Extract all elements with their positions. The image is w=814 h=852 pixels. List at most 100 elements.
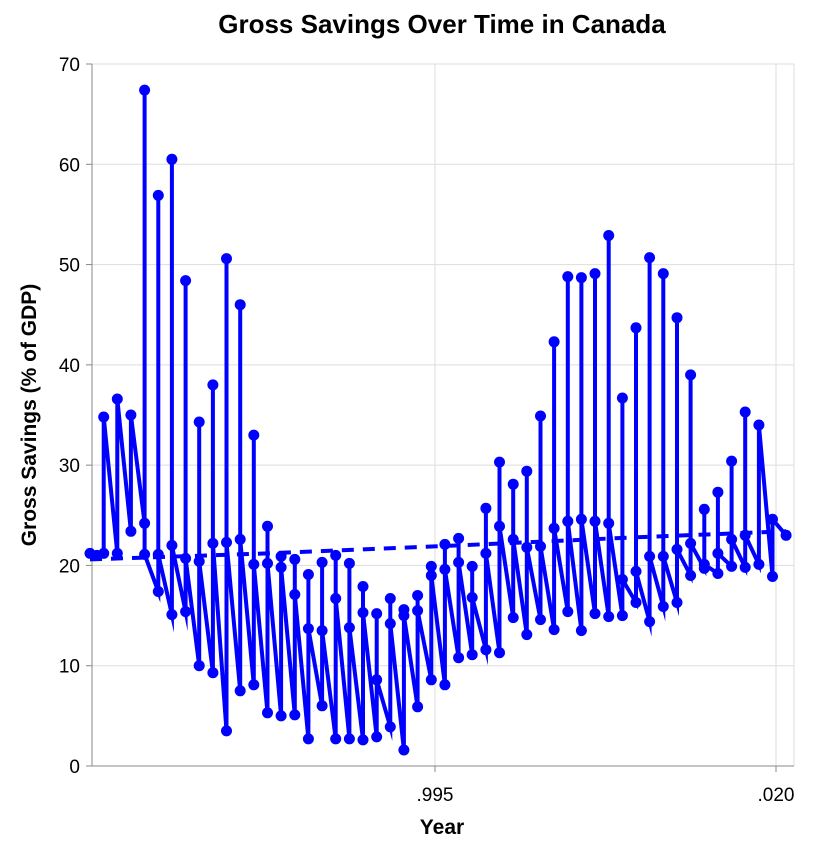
data-point (575, 513, 587, 525)
data-point (193, 416, 205, 428)
data-point (657, 268, 669, 280)
data-point (657, 550, 669, 562)
data-point (330, 593, 342, 604)
data-point (494, 456, 505, 468)
data-point (726, 455, 738, 467)
data-point (166, 609, 178, 621)
data-point (412, 590, 424, 601)
data-point (316, 625, 328, 637)
data-point (616, 610, 628, 622)
data-point (207, 667, 219, 679)
x-tick-label: .995 (417, 785, 454, 806)
series (84, 84, 792, 756)
data-point (125, 525, 137, 537)
data-point (275, 710, 287, 722)
data-point (739, 561, 751, 573)
data-point (125, 409, 137, 421)
data-point (575, 272, 587, 284)
data-point (302, 569, 314, 580)
y-tick-label: 50 (59, 256, 80, 277)
data-point (111, 393, 123, 405)
data-point (630, 597, 642, 608)
data-point (166, 153, 178, 165)
data-point (139, 84, 151, 96)
data-point (712, 547, 724, 559)
data-point (562, 271, 574, 283)
data-point (398, 744, 410, 756)
data-point (439, 563, 451, 575)
data-point (207, 537, 219, 549)
data-point (262, 557, 273, 569)
data-point (221, 725, 232, 737)
axes (91, 64, 794, 767)
data-point (767, 513, 778, 525)
data-point (166, 539, 178, 551)
data-point (548, 624, 560, 636)
y-axis-title: Gross Savings (% of GDP) (18, 284, 41, 547)
data-point (357, 734, 369, 746)
y-ticks: 0 10 20 30 40 50 60 70 (59, 55, 92, 778)
y-tick-label: 10 (59, 657, 80, 678)
data-point (603, 611, 615, 623)
data-point (712, 486, 724, 498)
data-point (548, 522, 560, 534)
data-point (289, 553, 301, 565)
data-point (275, 561, 287, 573)
data-point (767, 571, 778, 582)
y-tick-label: 0 (69, 757, 80, 778)
data-point (248, 429, 260, 441)
data-point (152, 189, 164, 201)
data-point (630, 565, 642, 577)
data-point (644, 616, 656, 628)
data-point (330, 549, 342, 561)
data-point (98, 547, 110, 559)
data-point (589, 608, 601, 620)
x-ticks: .995 .020 (417, 766, 795, 806)
data-point (521, 465, 533, 477)
gridlines (92, 63, 795, 767)
data-point (221, 536, 232, 548)
data-point (302, 733, 314, 745)
data-point (234, 533, 246, 545)
x-tick-label: .020 (758, 785, 795, 806)
data-point (302, 623, 314, 635)
data-point (453, 556, 465, 568)
data-point (234, 299, 246, 311)
x-axis-title: Year (420, 816, 464, 839)
data-point (466, 649, 478, 661)
data-point (685, 570, 697, 581)
data-point (630, 322, 642, 334)
data-point (152, 586, 164, 597)
data-point (207, 379, 219, 391)
data-point (248, 679, 260, 691)
data-point (739, 406, 751, 418)
data-point (412, 605, 424, 617)
data-point (480, 502, 492, 514)
data-point (453, 652, 465, 664)
data-point (180, 606, 192, 618)
data-point (316, 556, 328, 568)
data-point (289, 709, 301, 721)
data-point (671, 312, 683, 324)
data-point (726, 533, 738, 545)
data-point (562, 606, 574, 618)
data-point (453, 532, 465, 544)
series-line (89, 90, 788, 751)
data-point (712, 568, 724, 579)
data-point (589, 515, 601, 527)
data-point (603, 230, 615, 241)
data-point (685, 537, 697, 549)
data-point (330, 733, 342, 745)
data-point (575, 625, 587, 637)
data-point (698, 503, 710, 515)
data-point (685, 369, 697, 381)
data-point (494, 520, 505, 532)
data-point (507, 478, 519, 490)
data-point (562, 515, 574, 527)
data-point (753, 558, 765, 570)
data-point (753, 419, 765, 431)
data-point (535, 614, 546, 626)
data-point (262, 707, 273, 719)
chart-title: Gross Savings Over Time in Canada (218, 9, 666, 39)
